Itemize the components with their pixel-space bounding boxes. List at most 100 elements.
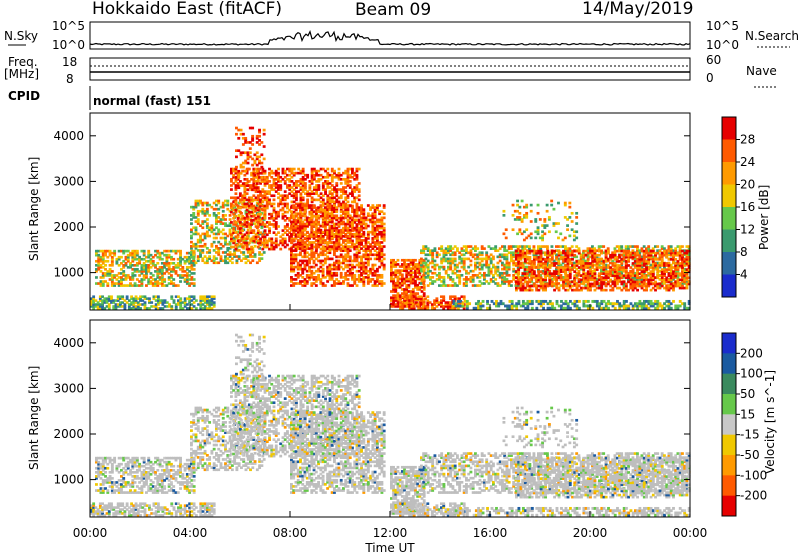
power-cell <box>451 269 455 273</box>
power-cell <box>568 249 572 253</box>
power-cell <box>228 218 232 221</box>
power-cell <box>233 255 237 258</box>
power-cell <box>465 245 468 248</box>
power-cell <box>324 180 327 183</box>
power-cell <box>308 247 311 250</box>
power-cell <box>263 192 267 195</box>
power-cell <box>142 274 146 277</box>
power-cell <box>546 263 549 267</box>
power-cell <box>274 210 278 214</box>
power-cell <box>373 282 377 285</box>
power-cell <box>424 245 428 248</box>
power-cell <box>390 302 393 306</box>
power-cell <box>478 267 482 271</box>
power-cell <box>133 257 137 261</box>
power-cell <box>296 224 300 228</box>
power-cell <box>208 295 212 298</box>
power-cell <box>685 284 689 287</box>
power-cell <box>156 249 160 253</box>
power-cell <box>380 230 384 234</box>
power-cell <box>256 208 260 212</box>
power-cell <box>299 259 302 263</box>
power-cell <box>403 267 406 270</box>
power-cell <box>308 184 312 187</box>
power-cell <box>426 249 430 253</box>
power-cell <box>317 267 321 271</box>
power-cell <box>357 255 361 259</box>
power-cell <box>369 245 373 248</box>
power-cell <box>604 267 608 271</box>
power-cell <box>539 247 543 250</box>
power-cell <box>627 245 630 248</box>
power-cell <box>604 263 608 267</box>
power-cell <box>332 267 336 271</box>
power-cell <box>99 266 103 269</box>
power-cell <box>446 303 450 306</box>
power-cell <box>557 273 561 277</box>
power-cell <box>303 222 307 226</box>
power-cell <box>507 265 511 269</box>
power-cell <box>163 263 167 267</box>
power-cell <box>342 228 345 232</box>
power-cell <box>131 272 135 275</box>
power-cell <box>337 220 341 224</box>
power-cell <box>230 257 234 260</box>
power-cell <box>351 171 354 175</box>
power-cell <box>339 221 343 224</box>
power-cell <box>303 241 307 244</box>
power-cell <box>212 249 216 252</box>
power-cell <box>615 269 619 273</box>
power-cell <box>151 263 155 267</box>
power-cell <box>154 307 158 310</box>
power-cell <box>156 301 160 304</box>
power-cell <box>149 282 153 285</box>
power-cell <box>392 285 395 289</box>
power-cell <box>140 263 144 267</box>
power-cell <box>288 231 292 234</box>
power-cell <box>303 208 307 212</box>
power-cell <box>301 241 305 244</box>
power-cell <box>306 192 310 195</box>
power-cell <box>453 284 457 287</box>
power-cell <box>160 272 164 275</box>
power-cell <box>131 251 135 255</box>
power-cell <box>392 258 395 262</box>
power-cell <box>124 257 128 261</box>
power-cell <box>451 271 455 275</box>
power-cell <box>375 243 379 246</box>
power-cell <box>455 297 459 300</box>
power-cell <box>199 201 202 205</box>
power-cell <box>208 299 212 302</box>
power-cell <box>305 239 309 242</box>
power-cell <box>328 235 332 239</box>
power-cell <box>399 301 402 304</box>
power-cell <box>326 173 330 177</box>
power-cell <box>212 257 216 260</box>
power-cell <box>420 263 423 267</box>
power-cell <box>449 261 453 265</box>
power-cell <box>299 177 303 181</box>
power-cell <box>405 301 409 304</box>
power-cell <box>192 278 196 281</box>
power-cell <box>308 234 311 238</box>
power-cell <box>405 283 409 287</box>
power-cell <box>399 297 402 300</box>
power-cell <box>426 301 430 304</box>
power-cell <box>259 223 262 226</box>
power-cell <box>326 171 330 175</box>
power-cell <box>449 307 452 310</box>
power-cell <box>382 267 386 271</box>
power-cell <box>241 229 245 232</box>
power-cell <box>317 173 321 177</box>
power-cell <box>442 297 446 300</box>
power-cell <box>299 218 302 222</box>
power-cell <box>392 301 396 304</box>
power-cell <box>288 167 292 171</box>
power-cell <box>505 269 509 273</box>
power-cell <box>323 210 327 214</box>
power-cell <box>272 188 276 191</box>
power-cell <box>489 267 493 271</box>
power-cell <box>394 303 398 306</box>
power-cell <box>366 204 370 207</box>
power-cell <box>251 126 255 130</box>
